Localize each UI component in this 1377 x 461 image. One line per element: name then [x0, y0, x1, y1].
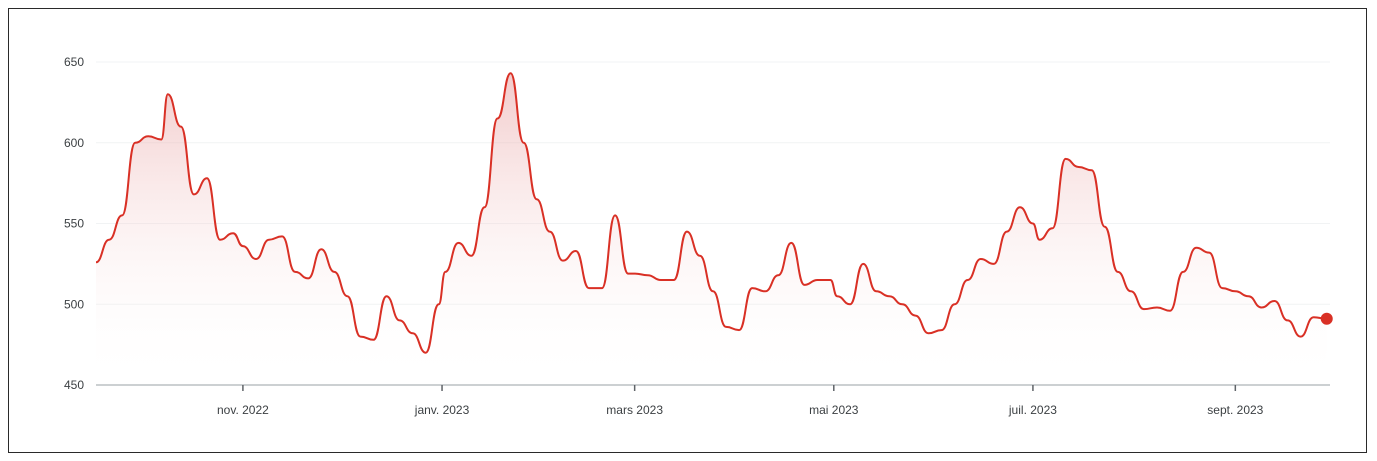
y-tick-label: 500	[64, 297, 84, 311]
series-line	[95, 72, 1327, 354]
x-tick-label: sept. 2023	[1207, 403, 1263, 417]
y-tick-label: 550	[64, 217, 84, 231]
x-tick-label: janv. 2023	[414, 403, 470, 417]
x-tick-label: mars 2023	[606, 403, 663, 417]
x-tick-label: juil. 2023	[1008, 403, 1057, 417]
y-tick-label: 450	[64, 378, 84, 392]
x-tick-label: nov. 2022	[217, 403, 269, 417]
y-tick-label: 600	[64, 136, 84, 150]
last-point-marker[interactable]	[1320, 312, 1333, 325]
x-tick-label: mai 2023	[809, 403, 859, 417]
y-tick-label: 650	[64, 55, 84, 69]
series-area	[96, 73, 1327, 386]
